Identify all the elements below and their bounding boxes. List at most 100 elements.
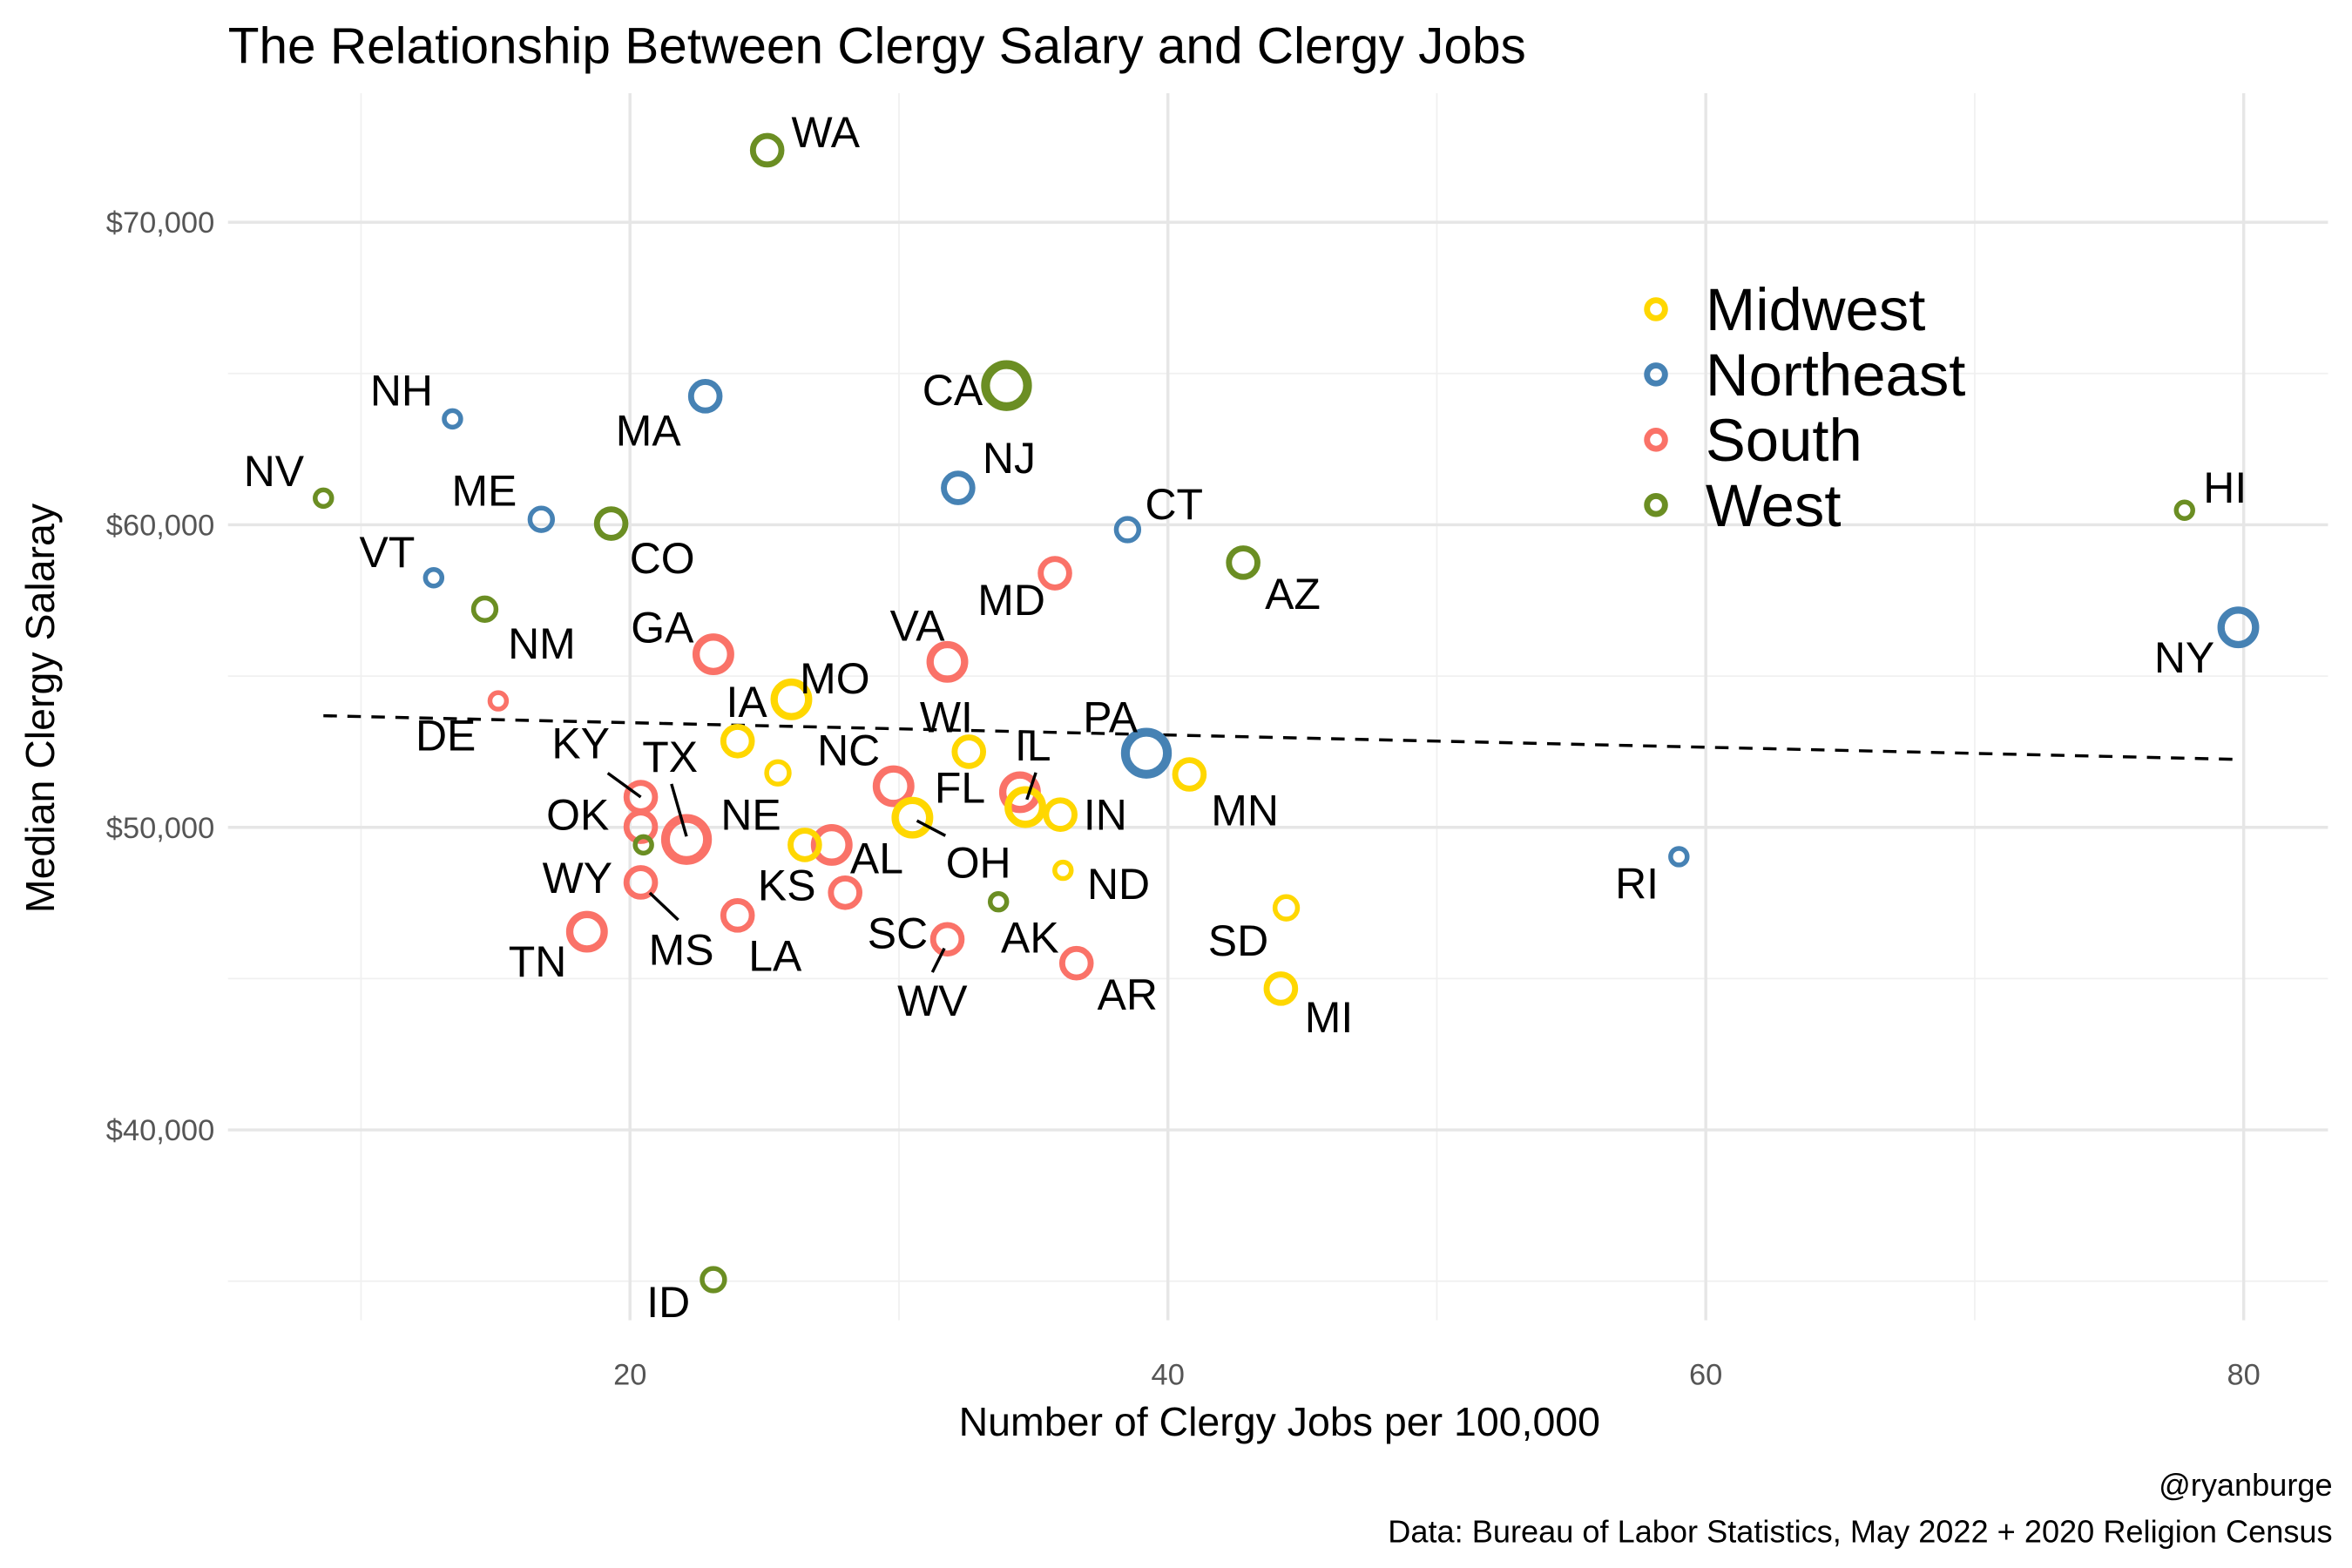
label-nd: ND <box>1087 860 1150 909</box>
y-tick-label: $60,000 <box>106 510 214 543</box>
point-ak <box>987 890 1010 913</box>
legend-label-midwest: Midwest <box>1706 276 1926 343</box>
label-id: ID <box>646 1278 690 1327</box>
y-tick-label: $50,000 <box>106 812 214 845</box>
legend-label-west: West <box>1706 472 1842 539</box>
point-id <box>700 1266 727 1294</box>
label-ne: NE <box>720 791 781 840</box>
point-ca <box>981 360 1032 411</box>
y-axis-label: Median Clergy Salaray <box>17 503 63 913</box>
point-nc <box>872 765 915 808</box>
point-ms <box>623 865 659 900</box>
point-mo <box>770 678 813 720</box>
point-il <box>1004 786 1047 828</box>
label-me: ME <box>451 467 517 516</box>
label-al: AL <box>850 835 903 883</box>
label-oh: OH <box>946 839 1011 888</box>
x-tick-label: 40 <box>1152 1359 1185 1392</box>
label-md: MD <box>977 576 1045 625</box>
label-mn: MN <box>1211 787 1279 835</box>
legend-key-west <box>1644 492 1668 517</box>
label-nj: NJ <box>983 434 1036 483</box>
point-ar <box>1058 945 1094 981</box>
point-labels: WA CA NH MA NV ME CO VT NM NJ CT MD AZ HI NY GA VA DE MO IA… <box>244 108 2247 1327</box>
point-ks <box>787 828 822 862</box>
label-ok: OK <box>546 791 609 840</box>
label-ar: AR <box>1098 970 1158 1019</box>
label-nv: NV <box>244 447 305 496</box>
point-nd <box>1052 859 1074 882</box>
x-axis-label: Number of Clergy Jobs per 100,000 <box>959 1399 1600 1444</box>
label-co: CO <box>630 534 695 583</box>
point-ne <box>764 759 792 787</box>
label-ks: KS <box>758 862 816 910</box>
point-hi <box>2173 499 2195 522</box>
label-wv: WV <box>897 977 968 1025</box>
y-tick-label: $40,000 <box>106 1114 214 1147</box>
label-wi: WI <box>920 693 973 742</box>
point-pa <box>1120 727 1173 779</box>
label-sd: SD <box>1208 916 1268 965</box>
point-nj <box>941 470 976 505</box>
label-vt: VT <box>360 528 416 577</box>
leader-line-oh <box>916 819 947 837</box>
label-ma: MA <box>616 407 682 456</box>
legend-key-midwest <box>1644 297 1668 321</box>
legend-label-south: South <box>1706 407 1862 474</box>
point-ct <box>1113 516 1142 544</box>
label-nh: NH <box>370 366 433 415</box>
legend-key-northeast <box>1644 362 1668 387</box>
point-nv <box>313 487 335 510</box>
trend-line-dashed <box>323 713 2234 761</box>
point-oh <box>891 796 934 839</box>
point-ny <box>2217 606 2260 649</box>
label-ms: MS <box>649 926 714 975</box>
caption-author: @ryanburge <box>2159 1467 2333 1503</box>
label-ca: CA <box>923 366 983 415</box>
label-tn: TN <box>509 937 567 986</box>
point-az <box>1226 545 1260 580</box>
legend-label-northeast: Northeast <box>1706 341 1966 409</box>
trend-line <box>323 713 2234 761</box>
label-mo: MO <box>800 654 869 703</box>
label-ri: RI <box>1615 860 1659 909</box>
point-ga <box>692 633 734 676</box>
point-al <box>810 823 853 866</box>
axis-ticks: 20 40 60 80 $40,000 $50,000 $60,000 $70,000 <box>106 206 2261 1391</box>
label-sc: SC <box>868 909 928 957</box>
point-me <box>527 505 555 533</box>
x-tick-label: 60 <box>1689 1359 1722 1392</box>
label-ga: GA <box>631 603 694 652</box>
point-va <box>926 640 969 683</box>
label-ny: NY <box>2154 633 2214 682</box>
label-fl: FL <box>935 764 985 813</box>
label-wa: WA <box>792 108 861 157</box>
point-nm <box>470 595 499 624</box>
point-in <box>1043 797 1078 832</box>
label-va: VA <box>890 602 946 651</box>
legend-key-south <box>1644 428 1668 452</box>
point-wy <box>632 834 654 856</box>
label-nm: NM <box>508 619 576 668</box>
y-tick-label: $70,000 <box>106 206 214 240</box>
label-ky: KY <box>551 719 610 767</box>
point-tn <box>565 910 608 953</box>
chart-title: The Relationship Between Clergy Salary a… <box>228 18 1526 75</box>
label-wy: WY <box>543 854 612 902</box>
point-mi <box>1263 971 1299 1006</box>
point-ia <box>720 723 755 759</box>
label-ia: IA <box>726 678 767 727</box>
point-de <box>487 690 510 712</box>
label-tx: TX <box>642 733 698 781</box>
point-md <box>1037 556 1072 591</box>
x-tick-label: 80 <box>2227 1359 2261 1392</box>
point-ri <box>1668 846 1690 868</box>
label-nc: NC <box>817 726 880 774</box>
grid <box>227 93 2328 1321</box>
point-sc <box>828 875 863 910</box>
point-tx <box>660 814 713 865</box>
label-mi: MI <box>1305 993 1353 1042</box>
label-il: IL <box>1015 721 1051 770</box>
